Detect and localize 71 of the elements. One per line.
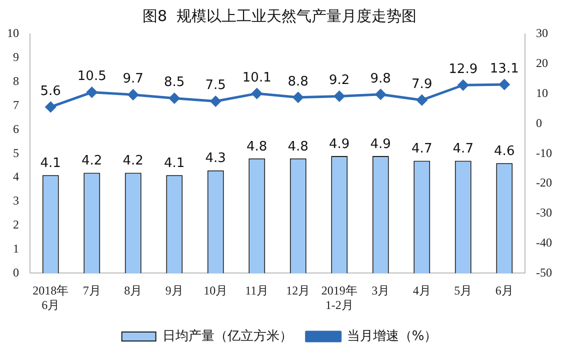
data-label: 9.2: [329, 73, 350, 88]
data-label: 4.9: [370, 136, 391, 152]
data-label: 9.7: [122, 72, 144, 87]
point: [416, 94, 428, 106]
point: [86, 87, 98, 98]
legend-label: 日均产量（亿立方米）: [162, 328, 292, 344]
point: [210, 96, 221, 107]
data-label: 4.8: [246, 139, 268, 154]
y2-tick-label: 30: [536, 26, 548, 40]
chart-title: 图8 规模以上工业天然气产量月度走势图: [142, 6, 417, 25]
data-label: 4.1: [40, 156, 61, 172]
x-tick-label: 4月: [412, 284, 431, 298]
y2-tick-label: -50: [536, 265, 552, 280]
x-tick-label: 3月: [372, 284, 390, 298]
data-label: 4.2: [122, 154, 144, 169]
data-label: 8.5: [164, 75, 185, 90]
y-tick-label: 10: [7, 26, 19, 40]
y2-tick-label: -20: [536, 176, 552, 190]
y-tick-label: 9: [13, 50, 19, 64]
y2-tick-label: -10: [536, 146, 552, 160]
data-label: 12.9: [448, 62, 478, 78]
data-label: 4.6: [494, 144, 515, 160]
y2-tick-label: 20: [536, 56, 548, 70]
x-tick-label: 6月: [495, 284, 514, 298]
y-tick-label: 0: [13, 265, 19, 280]
point: [252, 88, 262, 99]
data-label: 9.8: [370, 71, 391, 86]
point: [334, 90, 345, 102]
data-label: 4.8: [288, 139, 308, 154]
y2-tick-label: 0: [536, 116, 542, 130]
data-label: 10.5: [77, 69, 106, 84]
data-label: 4.3: [205, 151, 226, 166]
point: [45, 102, 56, 112]
y-tick-label: 2: [13, 218, 19, 232]
data-label: 5.6: [40, 84, 61, 99]
legend-label: 当月增速（%）: [346, 328, 438, 344]
point: [128, 89, 138, 100]
point: [292, 92, 304, 103]
data-label: 4.7: [452, 142, 474, 157]
y2-tick-label: -40: [536, 235, 552, 250]
point: [169, 93, 180, 104]
data-label: 8.8: [288, 74, 308, 90]
y2-tick-label: -30: [536, 206, 552, 220]
y-tick-label: 3: [13, 194, 19, 208]
x-tick-label: 9月: [165, 284, 184, 298]
point: [375, 89, 386, 100]
y-tick-label: 4: [13, 170, 19, 184]
y-tick-label: 7: [13, 98, 19, 112]
y-tick-label: 5: [13, 146, 19, 160]
data-label: 4.1: [164, 156, 185, 172]
data-label: 4.2: [82, 154, 102, 169]
y-tick-label: 8: [13, 74, 19, 88]
y-tick-label: 1: [13, 241, 19, 256]
point: [499, 79, 510, 90]
x-tick-label: 10月: [204, 284, 228, 298]
data-label: 4.9: [329, 136, 350, 152]
x-tick-label: 2019年 1-2月: [321, 284, 358, 312]
x-tick-label: 12月: [286, 284, 310, 298]
data-label: 4.7: [412, 142, 432, 157]
data-label: 7.5: [205, 78, 226, 94]
point: [458, 80, 468, 90]
x-tick-label: 7月: [82, 284, 101, 298]
y2-tick-label: 10: [536, 86, 548, 100]
data-label: 7.9: [412, 76, 432, 92]
y-tick-label: 6: [13, 122, 19, 136]
data-label: 13.1: [490, 61, 519, 76]
x-tick-label: 11月: [245, 284, 269, 298]
x-tick-label: 8月: [124, 284, 142, 298]
x-tick-label: 5月: [454, 284, 472, 298]
data-label: 10.1: [242, 70, 272, 86]
x-tick-label: 2018年 6月: [32, 284, 69, 312]
